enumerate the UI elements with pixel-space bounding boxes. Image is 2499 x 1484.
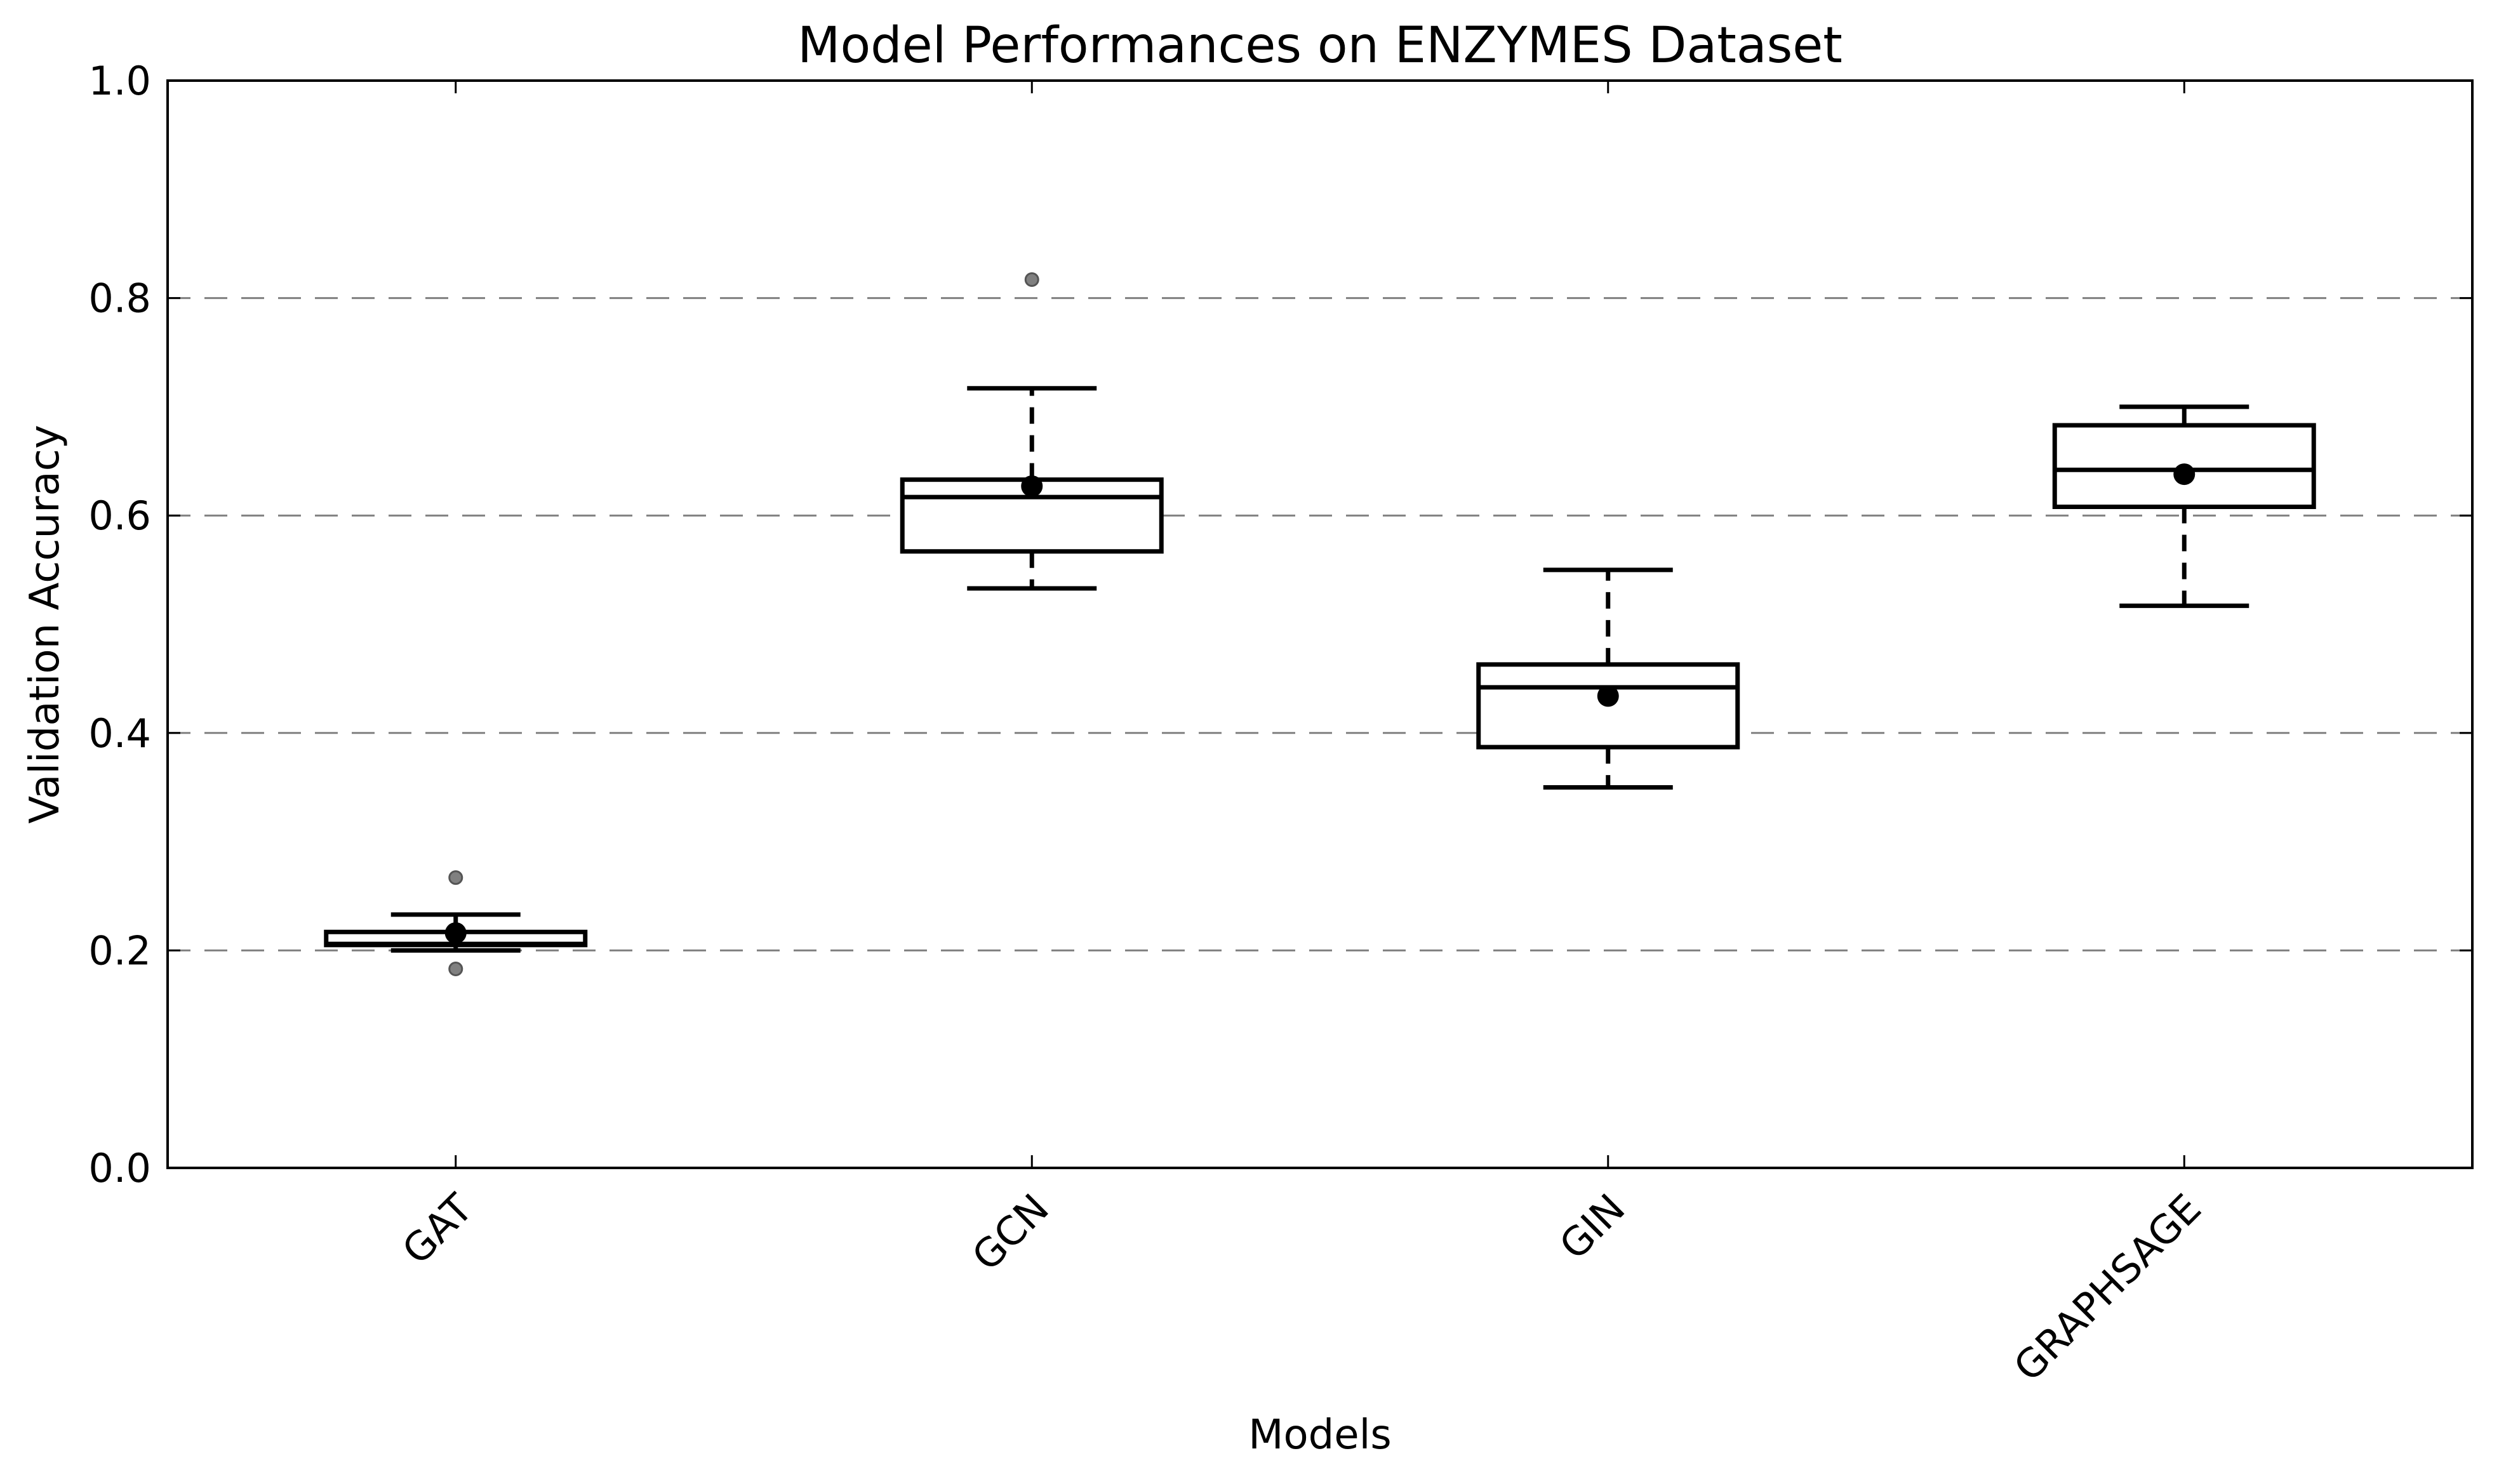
mean-marker bbox=[1597, 685, 1619, 707]
box-graphsage bbox=[2052, 404, 2316, 608]
mean-marker bbox=[2173, 463, 2196, 486]
y-tick-label: 0.8 bbox=[88, 275, 151, 322]
x-axis-label: Models bbox=[1248, 1412, 1392, 1459]
y-tick-label: 0.0 bbox=[88, 1145, 151, 1191]
y-axis-label: Validation Accuracy bbox=[22, 425, 69, 824]
box-plots bbox=[324, 272, 2316, 977]
outlier-point bbox=[1024, 272, 1039, 287]
outlier-point bbox=[448, 870, 463, 885]
mean-marker bbox=[1021, 475, 1043, 497]
mean-marker bbox=[444, 922, 467, 944]
y-tick-label: 0.2 bbox=[88, 927, 151, 974]
y-tick-label: 0.6 bbox=[88, 493, 151, 539]
grid-lines bbox=[168, 297, 2472, 951]
axis-ticks: 0.0 0.2 0.4 0.6 0.8 1.0 GAT GCN GIN GRAPHSAGE bbox=[88, 58, 2472, 1390]
outlier-point bbox=[448, 962, 463, 977]
y-tick-label: 1.0 bbox=[88, 58, 151, 104]
x-tick-label-gat: GAT bbox=[393, 1184, 482, 1273]
x-tick-label-gin: GIN bbox=[1550, 1185, 1634, 1268]
plot-area-frame bbox=[166, 79, 2474, 1169]
box-gin bbox=[1476, 567, 1740, 790]
x-tick-label-graphsage: GRAPHSAGE bbox=[2005, 1185, 2210, 1390]
x-tick-label-gcn: GCN bbox=[963, 1185, 1058, 1280]
chart-title: Model Performances on ENZYMES Dataset bbox=[797, 17, 1843, 74]
box-gat bbox=[324, 870, 588, 977]
box-gcn bbox=[900, 272, 1164, 591]
y-tick-label: 0.4 bbox=[88, 710, 151, 757]
